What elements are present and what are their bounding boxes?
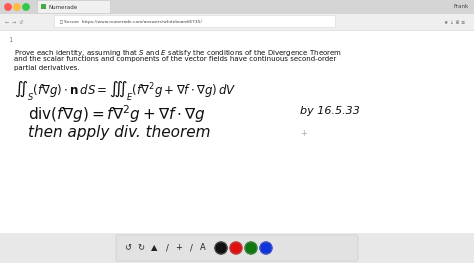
- Bar: [0, 30, 474, 233]
- Text: ↻: ↻: [137, 244, 145, 252]
- Bar: [41, 4, 46, 9]
- Bar: [0, 233, 474, 263]
- Text: partial derivatives.: partial derivatives.: [14, 65, 80, 71]
- Text: then apply div. theorem: then apply div. theorem: [28, 125, 210, 140]
- Circle shape: [14, 4, 20, 10]
- Text: Frank: Frank: [454, 4, 469, 9]
- Text: $\mathrm{div}(f\nabla g) = f\nabla^2 g + \nabla f \cdot \nabla g$: $\mathrm{div}(f\nabla g) = f\nabla^2 g +…: [28, 104, 206, 125]
- Text: /: /: [165, 244, 168, 252]
- FancyBboxPatch shape: [55, 16, 336, 28]
- Text: A: A: [200, 244, 206, 252]
- Text: $\iint_S (f\nabla g) \cdot \mathbf{n}\, dS = \iiint_E (f\nabla^2 g + \nabla f \c: $\iint_S (f\nabla g) \cdot \mathbf{n}\, …: [14, 79, 237, 103]
- Circle shape: [230, 242, 242, 254]
- Text: 🔒 Secure  https://www.numerade.com/answers/whiteboard/6735/: 🔒 Secure https://www.numerade.com/answer…: [60, 20, 202, 24]
- Circle shape: [23, 4, 29, 10]
- Text: ↺: ↺: [125, 244, 131, 252]
- Bar: [0, 14, 474, 30]
- Text: 1: 1: [8, 37, 12, 43]
- Circle shape: [245, 242, 257, 254]
- Text: ←  →  ↺: ← → ↺: [5, 19, 23, 24]
- Circle shape: [215, 242, 227, 254]
- FancyBboxPatch shape: [37, 1, 110, 13]
- Text: by 16.5.33: by 16.5.33: [300, 105, 360, 115]
- Text: /: /: [190, 244, 192, 252]
- Circle shape: [260, 242, 272, 254]
- Bar: [0, 0, 474, 14]
- FancyBboxPatch shape: [116, 235, 358, 261]
- Text: ★ ↓ ⊕ ≡: ★ ↓ ⊕ ≡: [444, 19, 465, 24]
- Text: and the scalar functions and components of the vector fields have continuous sec: and the scalar functions and components …: [14, 57, 336, 63]
- Text: Numerade: Numerade: [49, 5, 78, 10]
- Text: Prove each identity, assuming that $S$ and $E$ satisfy the conditions of the Div: Prove each identity, assuming that $S$ a…: [14, 48, 342, 58]
- Text: ▲: ▲: [151, 244, 157, 252]
- Circle shape: [5, 4, 11, 10]
- Text: +: +: [300, 129, 307, 139]
- Text: +: +: [175, 244, 182, 252]
